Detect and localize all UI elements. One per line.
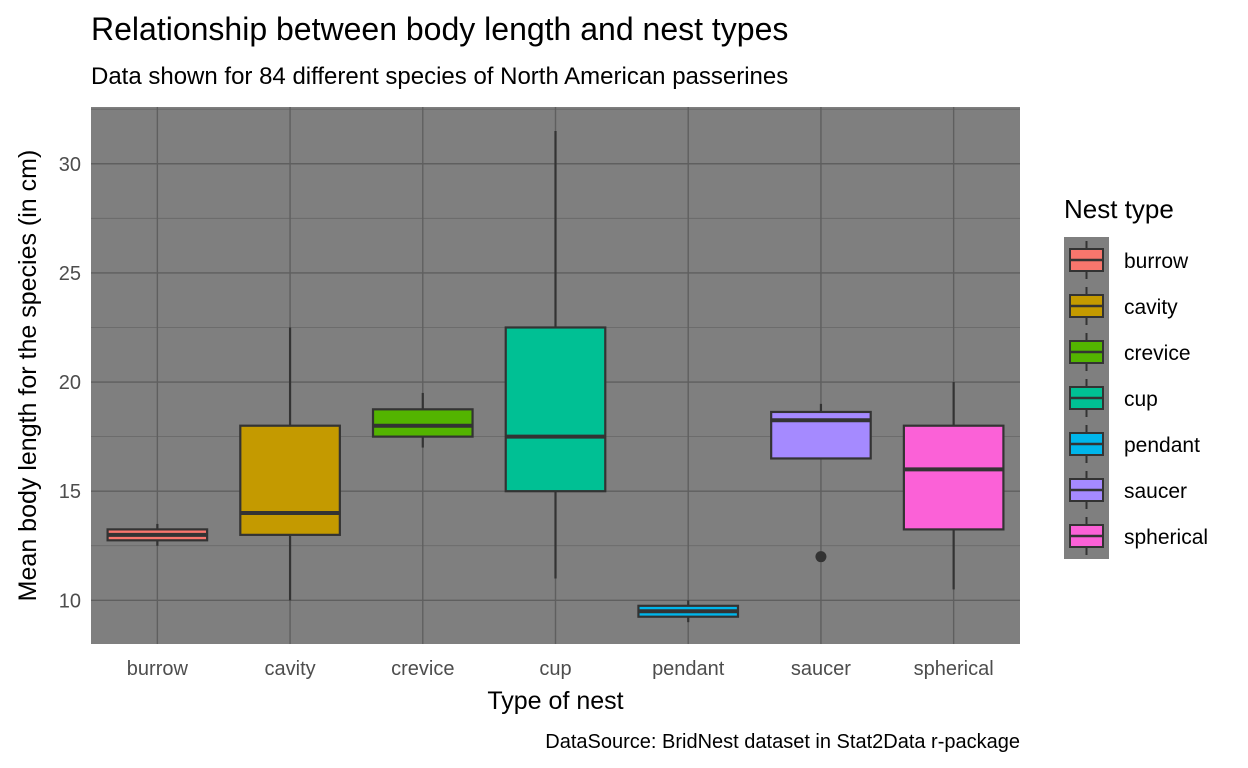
box-body	[504, 326, 607, 493]
legend-label: pendant	[1124, 434, 1200, 457]
chart-subtitle: Data shown for 84 different species of N…	[91, 63, 788, 90]
box-crevice	[371, 392, 474, 448]
x-tick-label: saucer	[791, 658, 851, 680]
x-axis-title: Type of nest	[487, 687, 623, 715]
x-tick-labels: burrow cavity crevice cup pendant saucer spher…	[127, 658, 994, 680]
y-tick-label: 25	[59, 263, 81, 285]
y-axis-title: Mean body length for the species (in cm)	[14, 150, 42, 602]
caption: DataSource: BridNest dataset in Stat2Dat…	[545, 731, 1020, 753]
box-saucer	[770, 403, 872, 563]
box-body	[902, 424, 1005, 531]
x-tick-label: burrow	[127, 658, 189, 680]
x-tick-label: spherical	[914, 658, 994, 680]
y-tick-label: 15	[59, 481, 81, 503]
y-tick-label: 20	[59, 372, 81, 394]
box-burrow	[106, 523, 209, 546]
legend-label: burrow	[1124, 250, 1189, 273]
box-body	[371, 408, 474, 438]
legend: Nest type burrow cavity crevice cup pendant s…	[1064, 194, 1208, 559]
box-cup	[504, 131, 607, 579]
legend-item-pendant: pendant	[1069, 425, 1200, 463]
box-group	[106, 131, 1005, 623]
legend-items: burrow cavity crevice cup pendant saucer spher…	[1069, 241, 1208, 555]
box-cavity	[239, 327, 341, 601]
y-tick-label: 30	[59, 154, 81, 176]
legend-item-crevice: crevice	[1069, 333, 1191, 371]
legend-label: crevice	[1124, 342, 1191, 365]
legend-label: cup	[1124, 388, 1158, 411]
x-tick-label: cup	[539, 658, 571, 680]
x-tick-label: crevice	[391, 658, 454, 680]
legend-label: cavity	[1124, 296, 1178, 319]
legend-title: Nest type	[1064, 194, 1174, 224]
box-spherical	[902, 382, 1005, 590]
x-tick-label: pendant	[652, 658, 725, 680]
legend-item-burrow: burrow	[1069, 241, 1189, 279]
legend-item-cavity: cavity	[1069, 287, 1178, 325]
legend-item-spherical: spherical	[1069, 517, 1208, 555]
box-body	[239, 424, 341, 536]
legend-label: spherical	[1124, 526, 1208, 549]
y-tick-labels: 10 15 20 25 30	[59, 154, 81, 613]
x-tick-label: cavity	[265, 658, 316, 680]
chart-title: Relationship between body length and nes…	[91, 11, 788, 47]
legend-item-cup: cup	[1069, 379, 1158, 417]
outlier-point	[815, 551, 827, 563]
box-pendant	[637, 600, 740, 623]
y-tick-label: 10	[59, 590, 81, 612]
legend-item-saucer: saucer	[1069, 471, 1187, 509]
legend-label: saucer	[1124, 480, 1187, 503]
